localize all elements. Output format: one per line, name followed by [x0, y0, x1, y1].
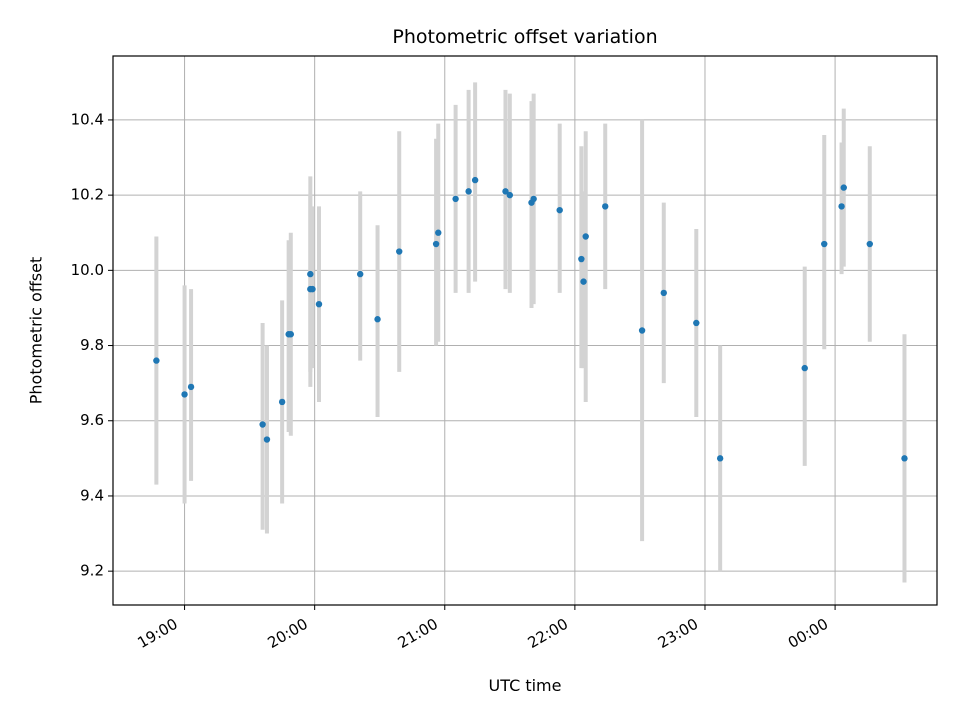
data-point — [556, 206, 563, 214]
data-point — [580, 278, 587, 285]
data-point — [840, 184, 847, 191]
data-point — [801, 364, 808, 372]
plot-area-frame — [112, 55, 938, 606]
data-point — [259, 421, 266, 428]
data-point — [693, 319, 700, 327]
x-axis-title: UTC time — [489, 676, 562, 695]
data-point — [530, 195, 537, 203]
data-point — [716, 455, 724, 462]
y-tick-label: 9.6 — [80, 411, 104, 429]
data-point — [374, 316, 381, 323]
data-point — [357, 270, 364, 278]
data-point — [866, 240, 873, 248]
data-point — [181, 391, 188, 398]
data-point — [396, 248, 403, 255]
data-point — [821, 240, 828, 248]
data-point — [582, 233, 589, 240]
data-point — [471, 176, 479, 184]
data-point — [153, 357, 160, 364]
y-tick-label: 10.0 — [71, 261, 104, 279]
grid — [113, 56, 937, 605]
data-point — [315, 300, 323, 308]
data-points — [153, 176, 908, 462]
data-point — [307, 270, 314, 278]
y-tick-label: 9.2 — [80, 562, 104, 580]
data-point — [309, 285, 316, 293]
data-point — [578, 255, 585, 263]
y-tick-label: 10.4 — [71, 110, 104, 128]
data-point — [838, 203, 845, 210]
data-point — [187, 383, 195, 391]
y-tick-label: 9.8 — [80, 336, 104, 354]
data-point — [287, 331, 295, 338]
chart-title: Photometric offset variation — [392, 26, 657, 48]
data-point — [435, 229, 442, 236]
data-point — [452, 195, 459, 203]
data-point — [465, 188, 472, 195]
data-point — [638, 327, 646, 334]
y-axis-title: Photometric offset — [27, 257, 46, 405]
data-point — [263, 436, 271, 443]
data-point — [660, 289, 667, 297]
data-point — [506, 191, 514, 199]
data-point — [901, 455, 908, 462]
data-point — [432, 240, 440, 248]
data-point — [278, 398, 286, 406]
data-point — [502, 188, 509, 195]
y-tick-label: 9.4 — [80, 486, 104, 504]
data-point — [602, 203, 609, 210]
y-tick-label: 10.2 — [71, 186, 104, 204]
